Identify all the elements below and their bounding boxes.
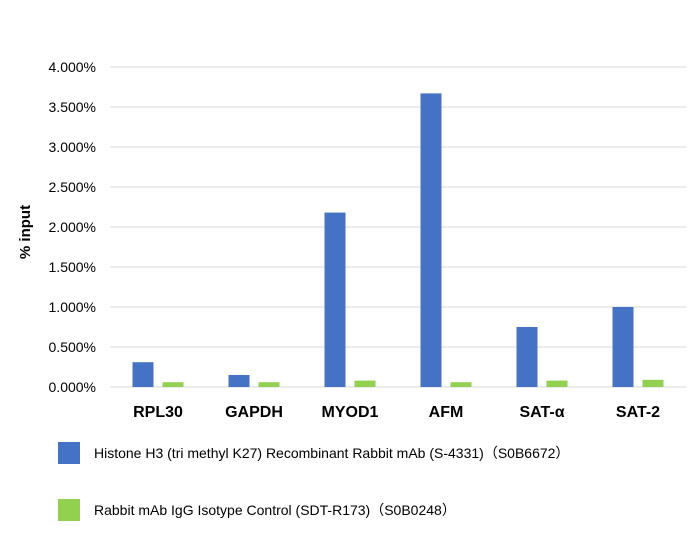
bar-igg-control-2 — [354, 380, 376, 387]
x-tick-label: SAT-α — [519, 404, 564, 421]
x-tick-label: MYOD1 — [322, 404, 379, 421]
legend-item-series-1: Histone H3 (tri methyl K27) Recombinant … — [58, 440, 688, 466]
y-tick-label: 3.500% — [49, 99, 96, 115]
x-tick-label: SAT-2 — [616, 404, 660, 421]
y-tick-label: 2.500% — [49, 179, 96, 195]
bar-igg-control-4 — [546, 380, 568, 387]
bar-histone-h3-1 — [228, 375, 250, 387]
legend-label: Histone H3 (tri methyl K27) Recombinant … — [94, 445, 570, 461]
bar-histone-h3-5 — [612, 307, 634, 387]
bar-igg-control-5 — [642, 379, 664, 387]
x-tick-label: RPL30 — [133, 404, 183, 421]
y-tick-label: 1.000% — [49, 299, 96, 315]
bars — [132, 93, 664, 388]
y-tick-label: 1.500% — [49, 259, 96, 275]
x-tick-label: GAPDH — [225, 404, 283, 421]
legend-swatch — [58, 499, 80, 521]
y-axis-label: % input — [17, 205, 34, 259]
bar-chart: 0.000% 0.500% 1.000% 1.500% 2.000% 2.500% 3.00… — [17, 59, 686, 421]
y-tick-label: 0.500% — [49, 339, 96, 355]
y-tick-label: 3.000% — [49, 139, 96, 155]
y-tick-label: 2.000% — [49, 219, 96, 235]
legend-item-series-2: Rabbit mAb IgG Isotype Control (SDT-R173… — [58, 497, 688, 523]
bar-histone-h3-4 — [516, 327, 538, 387]
y-axis-tick-labels: 0.000% 0.500% 1.000% 1.500% 2.000% 2.500% 3.00… — [49, 59, 96, 395]
bar-igg-control-3 — [450, 382, 472, 387]
bar-histone-h3-3 — [420, 93, 442, 388]
x-axis-tick-labels: RPL30 GAPDH MYOD1 AFM SAT-α SAT-2 — [133, 404, 660, 421]
y-tick-label: 4.000% — [49, 59, 96, 75]
legend-label: Rabbit mAb IgG Isotype Control (SDT-R173… — [94, 502, 456, 518]
x-tick-label: AFM — [429, 404, 464, 421]
bar-igg-control-0 — [162, 382, 184, 387]
bar-igg-control-1 — [258, 382, 280, 387]
bar-histone-h3-2 — [324, 212, 346, 387]
legend-swatch — [58, 442, 80, 464]
gridlines — [110, 66, 686, 388]
bar-histone-h3-0 — [132, 362, 154, 387]
y-tick-label: 0.000% — [49, 379, 96, 395]
